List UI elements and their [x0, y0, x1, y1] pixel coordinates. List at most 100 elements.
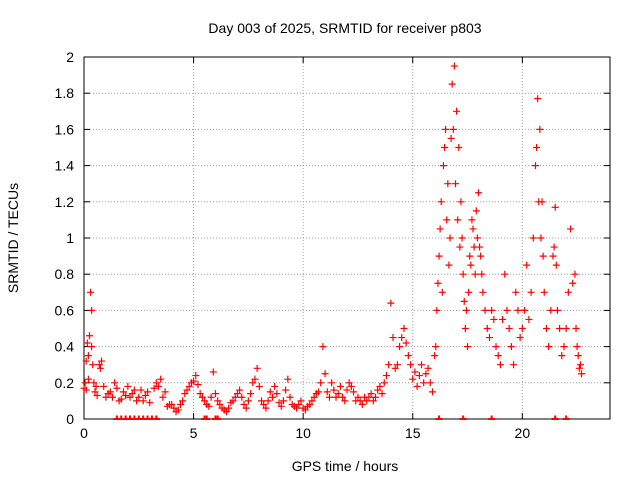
data-point	[448, 80, 456, 88]
data-point	[334, 390, 342, 398]
data-point	[170, 404, 178, 412]
zero-point	[459, 415, 467, 420]
y-tick-label: 0	[66, 411, 74, 427]
data-point	[428, 388, 436, 396]
data-point	[273, 390, 281, 398]
data-point	[535, 198, 543, 206]
data-point	[310, 393, 318, 401]
data-point	[411, 368, 419, 376]
data-point	[336, 382, 344, 390]
data-point	[459, 270, 467, 278]
x-tick-label: 15	[405, 425, 421, 441]
data-point	[469, 225, 477, 233]
data-point	[505, 325, 513, 332]
y-tick-label: 1.6	[55, 121, 75, 137]
zero-point	[214, 415, 222, 420]
data-point	[462, 306, 470, 314]
data-point	[393, 361, 401, 369]
data-point	[485, 334, 493, 342]
data-point	[117, 395, 125, 403]
data-point	[339, 393, 347, 401]
data-point	[198, 393, 206, 401]
zero-point	[488, 415, 496, 420]
chart-title: Day 003 of 2025, SRMTID for receiver p80…	[208, 20, 481, 36]
data-point	[531, 162, 539, 170]
data-point	[262, 404, 270, 412]
y-tick-label: 1.4	[55, 158, 75, 174]
data-point	[374, 386, 382, 394]
data-point	[124, 382, 132, 390]
data-point	[203, 401, 211, 409]
data-point	[564, 288, 572, 296]
data-point	[398, 334, 406, 342]
data-point	[126, 393, 134, 401]
data-point	[471, 270, 479, 278]
data-point	[96, 364, 104, 372]
data-point	[150, 384, 158, 392]
data-point	[225, 404, 233, 412]
data-point	[431, 352, 439, 360]
data-points	[80, 62, 586, 420]
data-point	[547, 306, 555, 314]
x-tick-label: 10	[295, 425, 311, 441]
data-point	[378, 390, 386, 398]
data-point	[525, 315, 533, 323]
data-point	[172, 408, 180, 416]
data-point	[88, 306, 96, 314]
data-point	[85, 332, 93, 340]
data-point	[220, 406, 228, 414]
data-point	[426, 379, 434, 387]
data-point	[82, 357, 90, 365]
y-tick-label: 1.8	[55, 85, 75, 101]
data-point	[371, 393, 379, 401]
data-point	[260, 401, 268, 409]
data-point	[521, 306, 529, 314]
data-point	[247, 390, 255, 398]
data-point	[139, 397, 147, 405]
data-point	[456, 243, 464, 251]
data-point	[319, 343, 327, 351]
data-point	[574, 352, 582, 360]
data-point	[176, 401, 184, 409]
data-point	[350, 388, 358, 396]
data-point	[233, 390, 241, 398]
data-point	[104, 390, 112, 398]
data-point	[453, 107, 461, 115]
data-point	[490, 315, 498, 323]
data-point	[402, 339, 410, 347]
data-point	[549, 252, 557, 260]
data-point	[553, 306, 561, 314]
data-point	[400, 325, 408, 332]
data-point	[571, 270, 579, 278]
data-point	[510, 361, 518, 369]
data-point	[460, 297, 468, 305]
data-point	[457, 198, 465, 206]
y-tick-label: 0.8	[55, 266, 75, 282]
data-point	[542, 325, 550, 332]
data-point	[527, 288, 535, 296]
data-point	[537, 234, 545, 242]
data-point	[133, 397, 141, 405]
data-point	[299, 404, 307, 412]
data-point	[194, 381, 202, 389]
data-point	[404, 352, 412, 360]
data-point	[249, 379, 257, 387]
data-point	[507, 343, 515, 351]
data-point	[181, 390, 189, 398]
data-point	[518, 325, 526, 332]
data-point	[450, 62, 458, 70]
data-point	[90, 379, 98, 387]
data-point	[277, 402, 285, 410]
data-point	[161, 388, 169, 396]
data-point	[268, 393, 276, 401]
data-point	[465, 288, 473, 296]
data-point	[551, 203, 559, 211]
data-point	[420, 379, 428, 387]
data-point	[472, 207, 480, 215]
y-tick-label: 0.6	[55, 302, 75, 318]
data-point	[255, 382, 263, 390]
data-point	[347, 382, 355, 390]
data-point	[209, 368, 217, 376]
data-point	[201, 397, 209, 405]
